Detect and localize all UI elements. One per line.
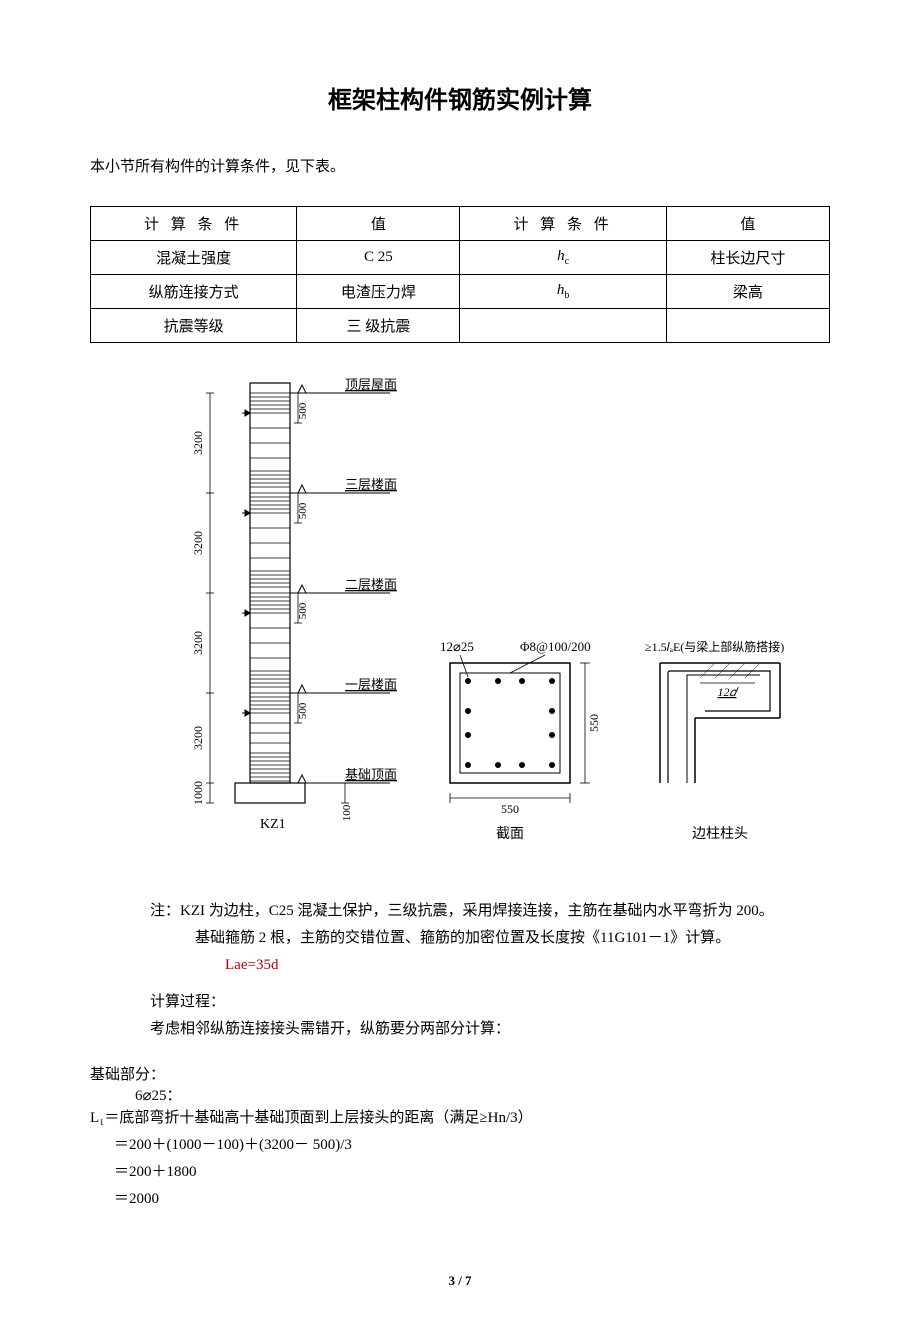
header-cell: 计 算 条 件	[91, 207, 297, 241]
svg-text:500: 500	[297, 402, 309, 419]
elevation-view: 3200 3200 3200 3200 1000 500 500 500 500…	[191, 377, 397, 832]
page-title: 框架柱构件钢筋实例计算	[90, 80, 830, 115]
svg-text:一层楼面: 一层楼面	[345, 677, 397, 692]
svg-text:3200: 3200	[191, 431, 205, 455]
table-row: 混凝土强度 C 25 hc 柱长边尺寸	[91, 241, 830, 275]
cell	[666, 309, 829, 343]
svg-text:12𝑑: 12𝑑	[718, 685, 740, 699]
svg-text:1000: 1000	[191, 781, 205, 805]
intro-text: 本小节所有构件的计算条件，见下表。	[90, 155, 830, 176]
lae-value: Lae=35d	[225, 952, 830, 979]
formula-line: ＝200＋1800	[114, 1159, 830, 1186]
cell: hc	[460, 241, 666, 275]
cell: 梁高	[666, 275, 829, 309]
svg-text:3200: 3200	[191, 531, 205, 555]
svg-text:Φ8@100/200: Φ8@100/200	[520, 639, 591, 654]
table-row: 计 算 条 件 值 计 算 条 件 值	[91, 207, 830, 241]
svg-text:500: 500	[297, 502, 309, 519]
svg-text:3200: 3200	[191, 726, 205, 750]
notes-block: 注：KZI 为边柱，C25 混凝土保护，三级抗震，采用焊接连接，主筋在基础内水平…	[150, 898, 830, 979]
svg-text:基础顶面: 基础顶面	[345, 767, 397, 782]
svg-text:550: 550	[587, 714, 601, 732]
structural-diagram: 3200 3200 3200 3200 1000 500 500 500 500…	[120, 373, 800, 853]
svg-text:二层楼面: 二层楼面	[345, 577, 397, 592]
cell: C 25	[297, 241, 460, 275]
note-line: 基础箍筋 2 根，主筋的交错位置、箍筋的加密位置及长度按《11G101－1》计算…	[195, 925, 830, 952]
header-cell: 值	[666, 207, 829, 241]
formula-block: L₁＝底部弯折十基础高十基础顶面到上层接头的距离（满足≥Hn/3） ＝200＋(…	[90, 1105, 830, 1213]
bar-spec-label: 6⌀25：	[135, 1084, 830, 1105]
svg-text:KZ1: KZ1	[260, 817, 286, 832]
formula-line: ＝200＋(1000－100)＋(3200－ 500)/3	[114, 1132, 830, 1159]
cell: 柱长边尺寸	[666, 241, 829, 275]
corner-detail: 12𝑑 ≥1.5𝑙ₐE(与梁上部纵筋搭接) 边柱柱头	[645, 639, 784, 842]
section-view: 550 550 12⌀25 Φ8@100/200 截面	[440, 639, 601, 842]
svg-text:500: 500	[297, 602, 309, 619]
svg-text:550: 550	[501, 802, 519, 816]
header-cell: 值	[297, 207, 460, 241]
cell: hb	[460, 275, 666, 309]
diagram-container: 3200 3200 3200 3200 1000 500 500 500 500…	[90, 373, 830, 858]
cell: 混凝土强度	[91, 241, 297, 275]
svg-text:100: 100	[341, 804, 353, 821]
formula-line: L₁＝底部弯折十基础高十基础顶面到上层接头的距离（满足≥Hn/3）	[90, 1105, 830, 1132]
svg-text:≥1.5𝑙ₐE(与梁上部纵筋搭接): ≥1.5𝑙ₐE(与梁上部纵筋搭接)	[645, 639, 784, 654]
svg-text:边柱柱头: 边柱柱头	[692, 826, 748, 842]
svg-text:12⌀25: 12⌀25	[440, 639, 474, 654]
formula-line: ＝2000	[114, 1186, 830, 1213]
cell: 抗震等级	[91, 309, 297, 343]
header-cell: 计 算 条 件	[460, 207, 666, 241]
table-row: 抗震等级 三 级抗震	[91, 309, 830, 343]
calc-process-label: 计算过程：	[150, 989, 830, 1016]
svg-text:3200: 3200	[191, 631, 205, 655]
svg-text:500: 500	[297, 702, 309, 719]
svg-text:顶层屋面: 顶层屋面	[345, 377, 397, 392]
cell: 三 级抗震	[297, 309, 460, 343]
cell: 电渣压力焊	[297, 275, 460, 309]
note-line: 注：KZI 为边柱，C25 混凝土保护，三级抗震，采用焊接连接，主筋在基础内水平…	[150, 898, 830, 925]
cell	[460, 309, 666, 343]
page-number: 3 / 7	[90, 1273, 830, 1289]
conditions-table: 计 算 条 件 值 计 算 条 件 值 混凝土强度 C 25 hc 柱长边尺寸 …	[90, 206, 830, 343]
svg-text:三层楼面: 三层楼面	[345, 477, 397, 492]
cell: 纵筋连接方式	[91, 275, 297, 309]
foundation-part-label: 基础部分：	[90, 1063, 830, 1084]
svg-text:截面: 截面	[496, 826, 524, 842]
table-row: 纵筋连接方式 电渣压力焊 hb 梁高	[91, 275, 830, 309]
calc-split-note: 考虑相邻纵筋连接接头需错开，纵筋要分两部分计算：	[150, 1016, 830, 1043]
